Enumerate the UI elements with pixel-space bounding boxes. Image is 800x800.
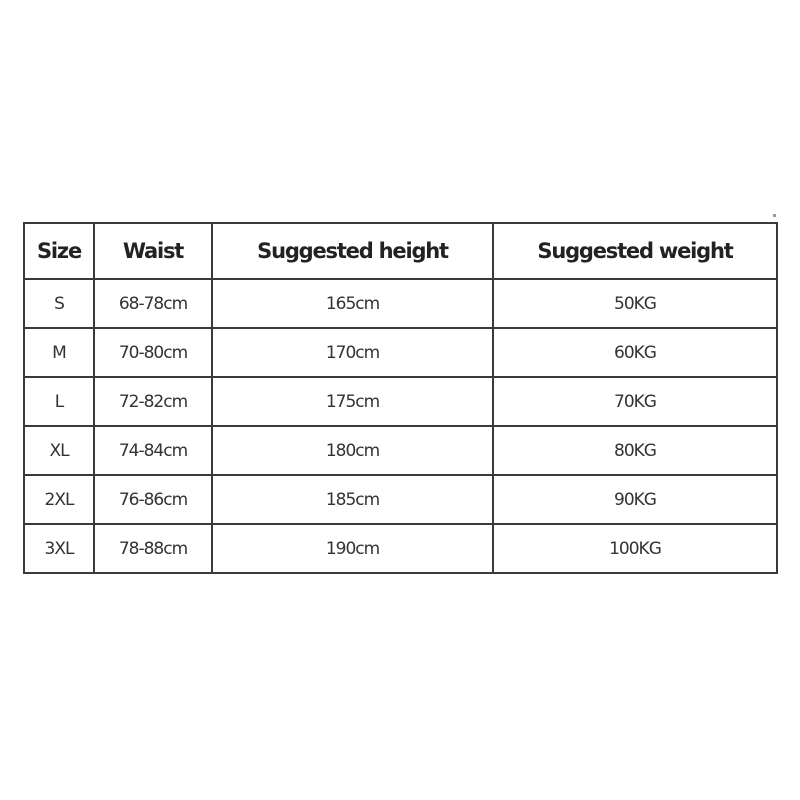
table-cell: S [23,278,95,329]
table-header: Size Waist Suggested height Suggested weigh… [23,222,778,280]
table-cell: 80KG [492,425,778,476]
table-cell: 74-84cm [93,425,213,476]
table-row: S 68-78cm 165cm 50KG [23,278,778,329]
table-cell: 165cm [211,278,494,329]
table-row: XL 74-84cm 180cm 80KG [23,425,778,476]
header-cell: Size [23,222,95,280]
table-cell: 2XL [23,474,95,525]
table-cell: L [23,376,95,427]
corner-dot [773,214,776,217]
table-row: 3XL 78-88cm 190cm 100KG [23,523,778,574]
table-body: S 68-78cm 165cm 50KG M 70-80cm 170cm 60KG L 72-82… [23,278,778,574]
table-cell: XL [23,425,95,476]
table-row: L 72-82cm 175cm 70KG [23,376,778,427]
table-cell: 72-82cm [93,376,213,427]
table-cell: 185cm [211,474,494,525]
size-table: Size Waist Suggested height Suggested weigh… [23,222,778,574]
table-cell: 100KG [492,523,778,574]
table-cell: 190cm [211,523,494,574]
header-cell: Suggested weight [492,222,778,280]
table-row: 2XL 76-86cm 185cm 90KG [23,474,778,525]
table-cell: 70KG [492,376,778,427]
table-cell: 70-80cm [93,327,213,378]
table-cell: 78-88cm [93,523,213,574]
table-row: M 70-80cm 170cm 60KG [23,327,778,378]
table-cell: 76-86cm [93,474,213,525]
table-cell: 68-78cm [93,278,213,329]
table-cell: 3XL [23,523,95,574]
table-cell: 60KG [492,327,778,378]
header-row: Size Waist Suggested height Suggested weigh… [23,222,778,280]
table-cell: 50KG [492,278,778,329]
table-cell: 170cm [211,327,494,378]
table-cell: 175cm [211,376,494,427]
header-cell: Suggested height [211,222,494,280]
header-cell: Waist [93,222,213,280]
table-cell: 90KG [492,474,778,525]
table-cell: 180cm [211,425,494,476]
table-cell: M [23,327,95,378]
